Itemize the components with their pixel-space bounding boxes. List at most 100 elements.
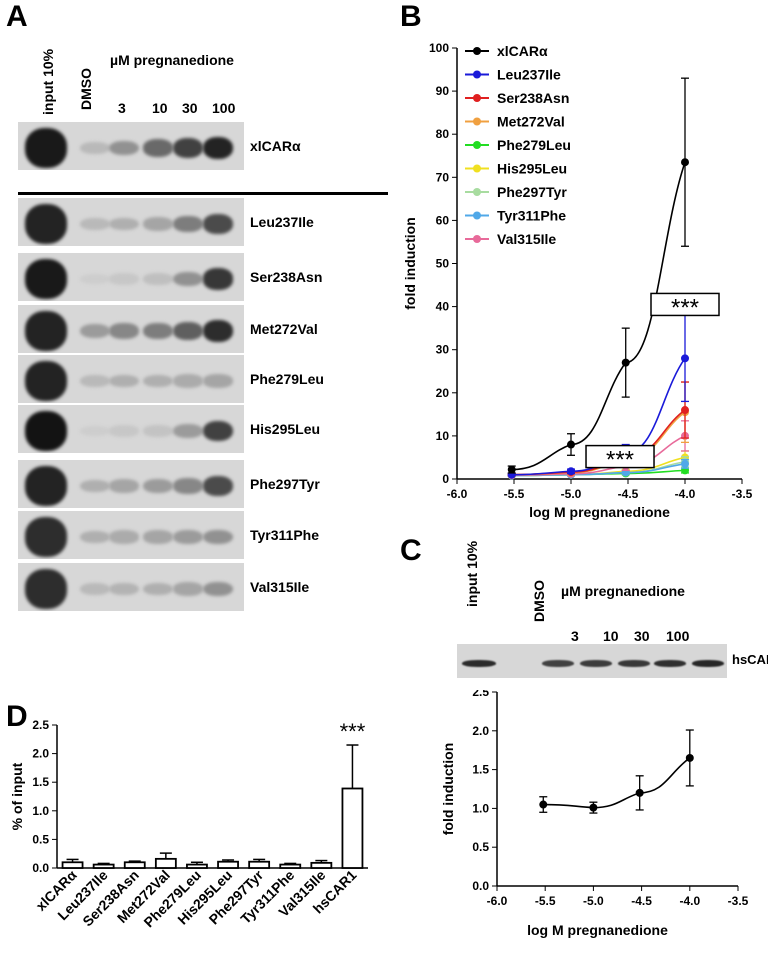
- data-point: [681, 459, 689, 468]
- concentration-label: 30: [182, 100, 198, 116]
- gel-row: [18, 405, 244, 453]
- legend-swatch-dot: [473, 117, 481, 126]
- gel-band: [173, 374, 203, 388]
- y-tick-label: 20: [436, 386, 450, 400]
- gel-row-label: Met272Val: [250, 321, 318, 337]
- y-tick-label: 30: [436, 343, 450, 357]
- gel-band: [173, 215, 203, 233]
- x-tick-label: -6.0: [447, 487, 468, 501]
- legend-swatch-dot: [473, 235, 481, 243]
- gel-band: [109, 140, 139, 156]
- y-tick-label: 2.0: [472, 724, 489, 738]
- gel-band: [143, 582, 173, 596]
- data-point: [681, 406, 689, 415]
- gel-band: [203, 136, 233, 160]
- input-lane-label-c: input 10%: [464, 540, 480, 607]
- concentration-label-c: 10: [603, 628, 619, 644]
- gel-band: [173, 478, 203, 494]
- concentration-title: µM pregnanedione: [110, 52, 234, 68]
- bar: [341, 787, 364, 869]
- y-tick-label: 0: [442, 472, 449, 486]
- gel-band: [25, 128, 67, 168]
- concentration-title-c: µM pregnanedione: [561, 583, 685, 599]
- y-tick-label: 40: [436, 300, 450, 314]
- bar: [186, 863, 208, 869]
- y-tick-label: 60: [436, 213, 450, 227]
- panel-label-b: B: [400, 0, 422, 33]
- gel-row-label: Ser238Asn: [250, 269, 323, 285]
- y-tick-label: 0.0: [472, 879, 489, 893]
- gel-band: [80, 582, 110, 596]
- y-tick-label: 2.5: [472, 690, 489, 699]
- hscar1-row-label: hsCAR1: [732, 652, 768, 667]
- gel-band: [109, 582, 139, 596]
- gel-band: [25, 361, 67, 401]
- y-tick-label: 100: [429, 41, 449, 55]
- gel-band: [143, 217, 173, 231]
- legend-label: xlCARα: [497, 43, 548, 59]
- y-axis-label: fold induction: [440, 743, 456, 836]
- gel-band: [25, 569, 67, 609]
- x-tick-label: -5.5: [535, 894, 556, 908]
- gel-band: [580, 659, 612, 667]
- gel-row-label: His295Leu: [250, 421, 321, 437]
- legend-label: His295Leu: [497, 161, 567, 177]
- legend-swatch-dot: [473, 164, 481, 173]
- gel-band: [542, 659, 574, 667]
- gel-band: [25, 311, 67, 351]
- x-tick-label: -4.0: [679, 894, 700, 908]
- y-tick-label: 1.0: [472, 801, 489, 815]
- y-tick-label: 2.0: [32, 747, 49, 761]
- data-point: [621, 358, 630, 367]
- gel-band: [618, 659, 650, 667]
- legend-swatch-dot: [473, 141, 481, 149]
- x-tick-label: -4.5: [618, 487, 639, 501]
- gel-row: [18, 198, 244, 246]
- gel-band: [203, 476, 233, 496]
- significance-box: [585, 444, 655, 469]
- gel-band: [462, 659, 496, 667]
- bar: [61, 861, 84, 869]
- x-axis-label: log M pregnanedione: [527, 922, 668, 938]
- gel-row: [18, 253, 244, 301]
- panel-b-dose-response-chart: 0 10 20 30 40 50 60 70 80 90 100 -6.0 -5.5 -5.0 -4.5 -4…: [402, 41, 753, 520]
- gel-band: [203, 420, 233, 442]
- x-tick-label: -6.0: [487, 894, 508, 908]
- data-point: [539, 800, 548, 809]
- gel-row-label: Phe279Leu: [250, 371, 324, 387]
- gel-band: [80, 479, 110, 493]
- gel-row: [18, 563, 244, 611]
- gel-band: [173, 582, 203, 596]
- gel-band: [80, 141, 110, 155]
- significance-label: ***: [340, 720, 366, 744]
- gel-band: [203, 529, 233, 545]
- gel-band: [203, 214, 233, 234]
- gel-row: [18, 460, 244, 508]
- y-tick-label: 80: [436, 127, 450, 141]
- series-line: [511, 161, 686, 471]
- y-axis-label: fold induction: [402, 217, 418, 310]
- series-0: [507, 77, 689, 474]
- gel-band: [25, 466, 67, 506]
- x-tick-label: -3.5: [728, 894, 749, 908]
- legend-label: Val315Ile: [497, 231, 556, 247]
- gel-band: [143, 530, 173, 544]
- concentration-label-c: 30: [634, 628, 650, 644]
- gel-row-label: xlCARα: [250, 138, 301, 154]
- gel-band: [173, 271, 203, 287]
- legend-swatch-dot: [473, 94, 481, 102]
- legend-label: Phe279Leu: [497, 137, 571, 153]
- y-tick-label: 0.5: [472, 840, 489, 854]
- gel-separator-line: [18, 192, 388, 195]
- y-tick-label: 0.5: [32, 832, 49, 846]
- x-tick-label: -5.0: [561, 487, 582, 501]
- bar: [154, 857, 177, 869]
- gel-band: [143, 425, 173, 437]
- bar: [123, 861, 146, 869]
- input-lane-label: input 10%: [40, 48, 56, 115]
- gel-row: [18, 355, 244, 403]
- gel-row-label: Leu237Ile: [250, 214, 314, 230]
- gel-row-label: Tyr311Phe: [250, 527, 320, 543]
- dmso-lane-label-c: DMSO: [531, 580, 547, 622]
- legend-label: Tyr311Phe: [497, 208, 566, 224]
